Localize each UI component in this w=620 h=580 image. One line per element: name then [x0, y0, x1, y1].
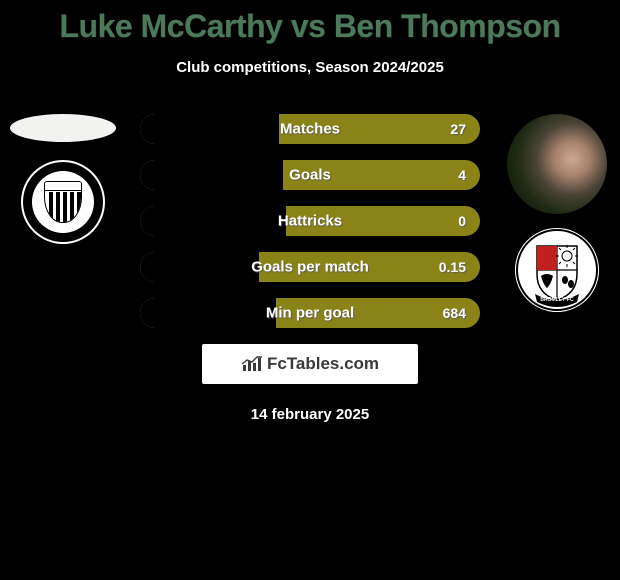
stats-bars: Matches 27 Goals 4 Hattricks 0 Goals per… [140, 114, 480, 328]
player-photo-right [507, 114, 607, 214]
stat-label: Hattricks [278, 213, 342, 230]
stat-value: 4 [458, 167, 466, 183]
stat-bar-goals: Goals 4 [140, 160, 480, 190]
stat-label: Matches [280, 121, 340, 138]
svg-text:BROMLEY·FC: BROMLEY·FC [540, 297, 574, 303]
stat-label: Goals per match [251, 259, 369, 276]
stat-value: 0.15 [439, 259, 466, 275]
stat-bar-hattricks: Hattricks 0 [140, 206, 480, 236]
stat-bar-goals-per-match: Goals per match 0.15 [140, 252, 480, 282]
right-player-column: BROMLEY·FC [502, 114, 612, 312]
stat-bar-fill [140, 206, 286, 236]
player-photo-placeholder-left [10, 114, 116, 142]
comparison-panel: BROMLEY·FC Matches 27 Goals 4 Hattricks … [0, 114, 620, 423]
subtitle: Club competitions, Season 2024/2025 [0, 59, 620, 76]
stat-bar-matches: Matches 27 [140, 114, 480, 144]
chart-icon [241, 355, 263, 373]
stat-bar-fill [140, 298, 276, 328]
stat-value: 0 [458, 213, 466, 229]
stat-value: 27 [450, 121, 466, 137]
stat-bar-min-per-goal: Min per goal 684 [140, 298, 480, 328]
club-badge-left [21, 160, 105, 244]
stat-bar-fill [140, 160, 283, 190]
stat-bar-fill [140, 114, 279, 144]
stat-label: Goals [289, 167, 331, 184]
left-player-column [8, 114, 118, 244]
page-title: Luke McCarthy vs Ben Thompson [0, 0, 620, 45]
club-badge-right: BROMLEY·FC [515, 228, 599, 312]
stat-bar-fill [140, 252, 259, 282]
stat-label: Min per goal [266, 305, 354, 322]
brand-text: FcTables.com [267, 354, 379, 374]
brand-attribution: FcTables.com [202, 344, 418, 384]
date-text: 14 february 2025 [0, 406, 620, 423]
stat-value: 684 [443, 305, 466, 321]
